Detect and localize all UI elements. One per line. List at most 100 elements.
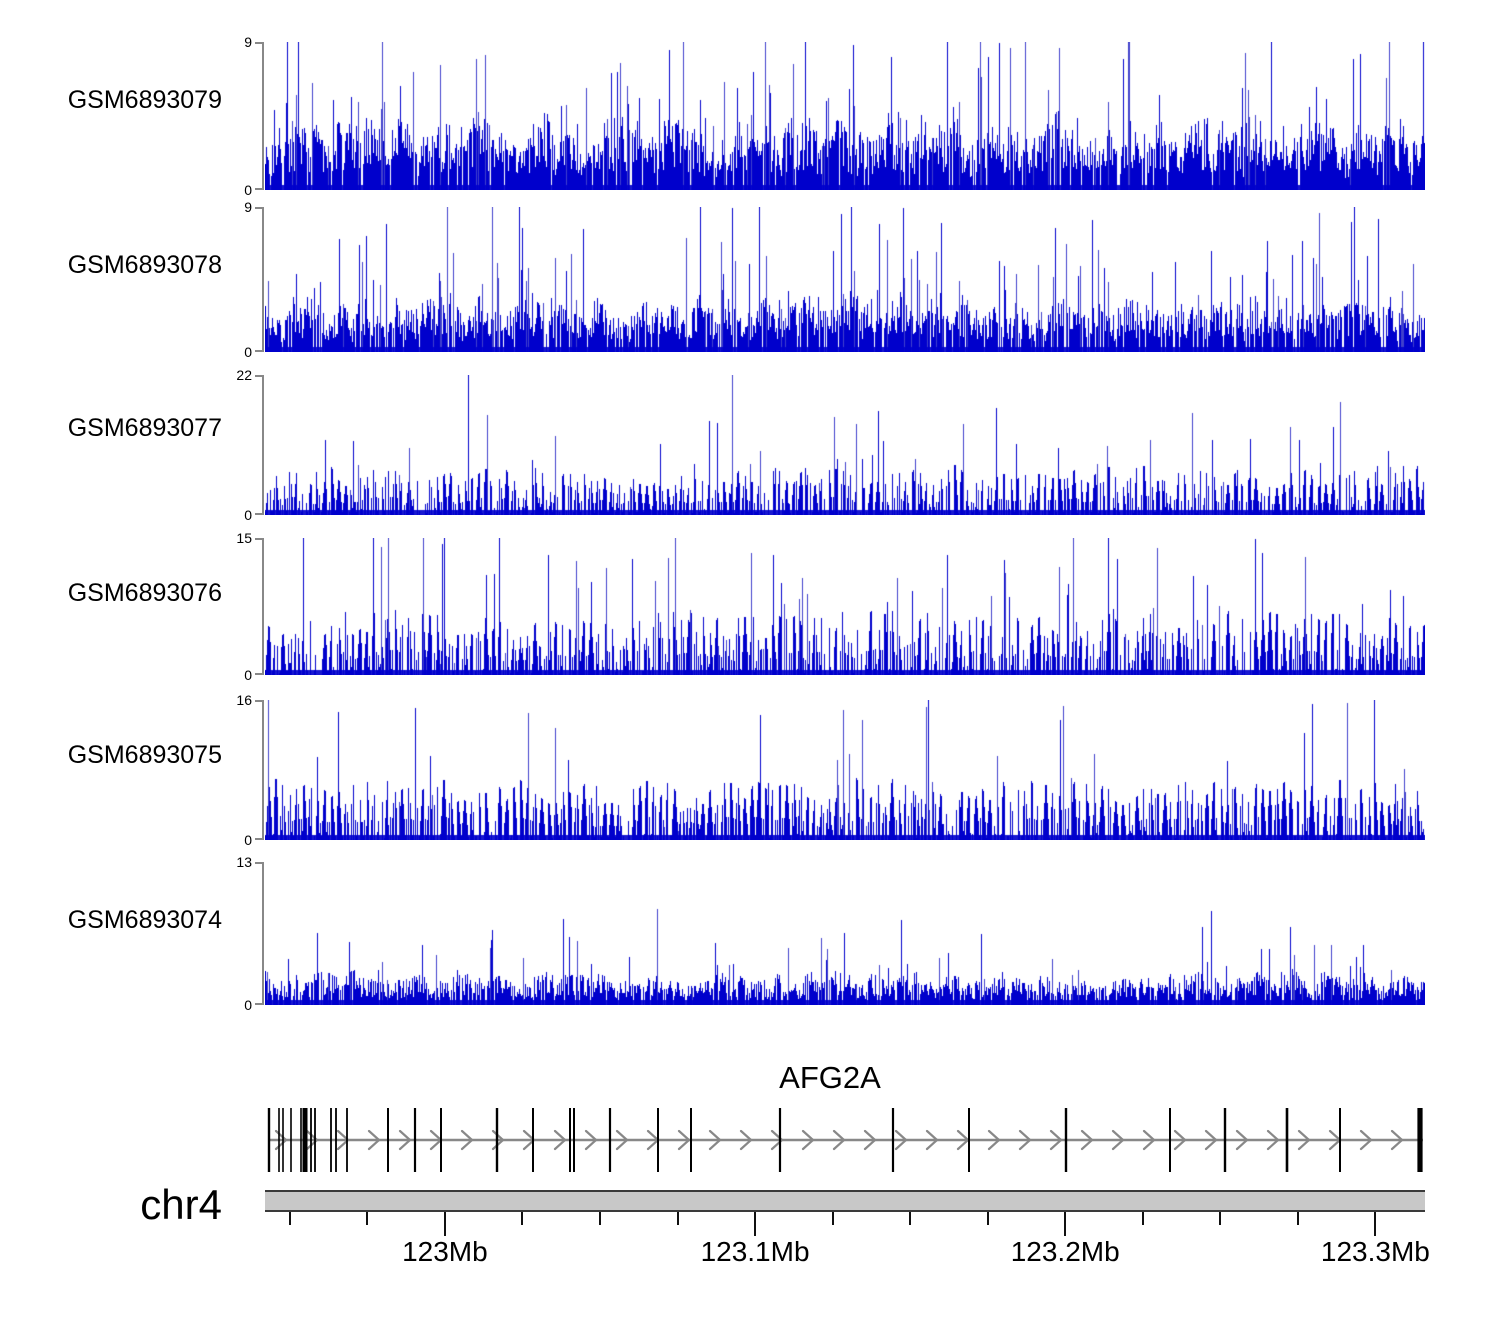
strand-arrow-icon bbox=[1080, 1129, 1094, 1151]
strand-arrow-icon bbox=[770, 1129, 784, 1151]
exon-4[interactable] bbox=[290, 1108, 292, 1172]
ruler-tick-minor bbox=[288, 1212, 291, 1225]
strand-arrow-icon bbox=[1297, 1129, 1311, 1151]
exon-6[interactable] bbox=[302, 1108, 308, 1172]
coverage-canvas bbox=[265, 538, 1425, 675]
track-label-gsm6893075: GSM6893075 bbox=[67, 741, 222, 769]
exon-26[interactable] bbox=[1169, 1108, 1171, 1172]
y-axis-spine bbox=[262, 538, 264, 675]
exon-19[interactable] bbox=[608, 1108, 612, 1172]
coverage-plot-area[interactable] bbox=[265, 375, 1425, 515]
gene-model-glyph[interactable] bbox=[265, 1102, 1425, 1178]
exon-9[interactable] bbox=[330, 1108, 332, 1172]
y-axis-min-label: 0 bbox=[244, 832, 252, 848]
exon-25[interactable] bbox=[1064, 1108, 1068, 1172]
coverage-track: GSM6893079 9 0 bbox=[0, 35, 1500, 197]
exon-21[interactable] bbox=[690, 1108, 692, 1172]
y-axis-tick-min bbox=[255, 350, 264, 352]
y-axis-max-label: 9 bbox=[244, 34, 252, 50]
y-axis-min-label: 0 bbox=[244, 344, 252, 360]
strand-arrow-icon bbox=[1235, 1129, 1249, 1151]
y-axis-spine bbox=[262, 42, 264, 190]
coverage-plot-area[interactable] bbox=[265, 42, 1425, 190]
coverage-canvas bbox=[265, 700, 1425, 840]
coverage-canvas bbox=[265, 42, 1425, 190]
coverage-track: GSM6893077 22 0 bbox=[0, 368, 1500, 522]
coverage-track: GSM6893075 16 0 bbox=[0, 693, 1500, 847]
exon-23[interactable] bbox=[891, 1108, 895, 1172]
y-axis-tick-max bbox=[255, 700, 264, 702]
coverage-track: GSM6893074 13 0 bbox=[0, 855, 1500, 1012]
ruler-tick-minor bbox=[521, 1212, 524, 1225]
strand-arrow-icon bbox=[987, 1129, 1001, 1151]
coverage-plot-area[interactable] bbox=[265, 862, 1425, 1005]
ruler-tick-major bbox=[1064, 1212, 1067, 1236]
y-axis-min-label: 0 bbox=[244, 182, 252, 198]
exon-11[interactable] bbox=[346, 1108, 348, 1172]
exon-28[interactable] bbox=[1285, 1108, 1289, 1172]
ruler-tick-major bbox=[1374, 1212, 1377, 1236]
exon-5[interactable] bbox=[300, 1108, 302, 1172]
track-label-gsm6893077: GSM6893077 bbox=[67, 414, 222, 442]
y-axis-tick-max bbox=[255, 207, 264, 209]
ruler-label: 123.3Mb bbox=[1320, 1236, 1430, 1267]
strand-arrow-icon bbox=[460, 1129, 474, 1151]
coverage-track: GSM6893078 9 0 bbox=[0, 200, 1500, 359]
exon-10[interactable] bbox=[335, 1108, 337, 1172]
ruler-tick-minor bbox=[1141, 1212, 1144, 1225]
exon-17[interactable] bbox=[569, 1108, 571, 1172]
exon-24[interactable] bbox=[968, 1108, 970, 1172]
ruler-tick-labels: 123Mb 123.1Mb 123.2Mb 123.3Mb bbox=[265, 1236, 1430, 1276]
strand-arrow-icon bbox=[894, 1129, 908, 1151]
ruler-ticks bbox=[265, 1212, 1425, 1236]
ruler-tick-minor bbox=[986, 1212, 989, 1225]
coverage-track: GSM6893076 15 0 bbox=[0, 531, 1500, 682]
ruler-tick-major bbox=[443, 1212, 446, 1236]
exon-15[interactable] bbox=[495, 1108, 499, 1172]
exon-20[interactable] bbox=[657, 1108, 659, 1172]
ruler-tick-minor bbox=[1296, 1212, 1299, 1225]
exon-14[interactable] bbox=[440, 1108, 442, 1172]
exon-7[interactable] bbox=[310, 1108, 312, 1172]
y-axis-min-label: 0 bbox=[244, 507, 252, 523]
y-axis-max-label: 13 bbox=[236, 854, 252, 870]
exon-22[interactable] bbox=[778, 1108, 782, 1172]
exon-3[interactable] bbox=[282, 1108, 284, 1172]
strand-arrow-icon bbox=[336, 1129, 350, 1151]
exon-8[interactable] bbox=[314, 1108, 316, 1172]
strand-arrow-icon bbox=[708, 1129, 722, 1151]
exon-12[interactable] bbox=[387, 1108, 389, 1172]
y-axis-tick-min bbox=[255, 513, 264, 515]
exon-13[interactable] bbox=[413, 1108, 417, 1172]
ruler-tick-minor bbox=[366, 1212, 369, 1225]
strand-arrow-icon bbox=[832, 1129, 846, 1151]
y-axis-spine bbox=[262, 207, 264, 352]
ruler-tick-minor bbox=[676, 1212, 679, 1225]
y-axis-max-label: 16 bbox=[236, 692, 252, 708]
y-axis-tick-max bbox=[255, 42, 264, 44]
y-axis-spine bbox=[262, 862, 264, 1005]
coverage-plot-area[interactable] bbox=[265, 700, 1425, 840]
strand-arrow-icon bbox=[1142, 1129, 1156, 1151]
y-axis-spine bbox=[262, 700, 264, 840]
exon-27[interactable] bbox=[1223, 1108, 1227, 1172]
exon-29[interactable] bbox=[1339, 1108, 1341, 1172]
coverage-plot-area[interactable] bbox=[265, 207, 1425, 352]
coverage-plot-area[interactable] bbox=[265, 538, 1425, 675]
y-axis-min-label: 0 bbox=[244, 667, 252, 683]
y-axis-max-label: 15 bbox=[236, 530, 252, 546]
strand-arrow-icon bbox=[1111, 1129, 1125, 1151]
y-axis-tick-min bbox=[255, 673, 264, 675]
exon-2[interactable] bbox=[278, 1108, 280, 1172]
ideogram-bar[interactable] bbox=[265, 1190, 1425, 1212]
exon-30[interactable] bbox=[1417, 1108, 1423, 1172]
ruler-label: 123Mb bbox=[402, 1236, 488, 1267]
y-axis-min-label: 0 bbox=[244, 997, 252, 1013]
coverage-canvas bbox=[265, 862, 1425, 1005]
exon-16[interactable] bbox=[532, 1108, 534, 1172]
exon-1[interactable] bbox=[267, 1108, 271, 1172]
strand-arrow-icon bbox=[739, 1129, 753, 1151]
exon-18[interactable] bbox=[573, 1108, 575, 1172]
gene-model-track: AFG2A bbox=[0, 1060, 1500, 1185]
